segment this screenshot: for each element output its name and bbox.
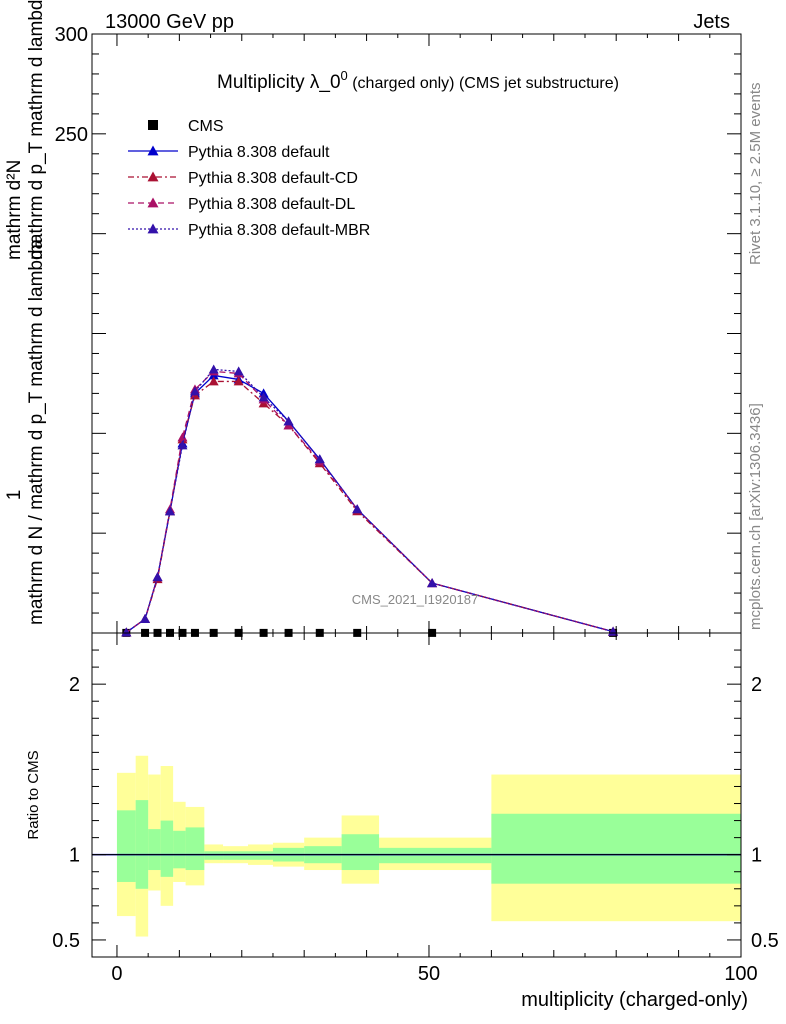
ratio-inner-band-7	[223, 851, 249, 860]
ratio-inner-band-0	[116, 810, 136, 882]
legend-entry-2: Pythia 8.308 default-CD	[128, 170, 358, 187]
legend-label: Pythia 8.308 default-MBR	[188, 222, 370, 239]
legend-marker	[148, 120, 158, 130]
series-4-point-8	[258, 392, 269, 402]
ylabel-sub: mathrm d²N	[4, 160, 25, 260]
legend: CMS Pythia 8.308 default Pythia 8.308 defa…	[128, 118, 370, 239]
ylabel-mid: mathrm d N / mathrm d p_T mathrm d lambd…	[26, 238, 47, 625]
series-4-point-11	[352, 504, 363, 514]
legend-marker	[147, 171, 159, 182]
x-tick-label: 100	[724, 963, 757, 985]
ratio-inner-band-13	[491, 813, 741, 884]
series-line-4	[125, 368, 614, 633]
legend-entry-4: Pythia 8.308 default-MBR	[128, 222, 370, 239]
ratio-y-tick-label-left: 2	[69, 674, 80, 696]
mcplots-label: mcplots.cern.ch [arXiv:1306.3436]	[747, 403, 764, 630]
legend-label: Pythia 8.308 default	[188, 144, 330, 161]
series-4-point-7	[233, 366, 244, 376]
legend-label: Pythia 8.308 default-CD	[188, 170, 358, 187]
ylabel-den: mathrm d p_T mathrm d lambda	[26, 0, 47, 260]
ratio-y-tick-label-left: 1	[69, 845, 80, 867]
legend-entry-1: Pythia 8.308 default	[128, 144, 330, 161]
series-4-point-3	[165, 506, 176, 516]
legend-label: Pythia 8.308 default-DL	[188, 196, 355, 213]
ratio-inner-band-8	[248, 851, 273, 860]
series-4-point-9	[283, 416, 294, 426]
series-3-point-4	[177, 432, 188, 442]
series-4-point-10	[314, 454, 325, 464]
ratio-inner-band-2	[148, 829, 161, 871]
ratio-y-tick-label-left: 0.5	[52, 930, 80, 952]
legend-label: CMS	[188, 118, 224, 135]
header-left: 13000 GeV pp	[105, 11, 234, 33]
legend-entry-3: Pythia 8.308 default-DL	[128, 196, 355, 213]
y-tick-label: 250	[55, 124, 88, 146]
x-tick-label: 50	[418, 963, 440, 985]
title-rest: (charged only) (CMS jet substructure)	[348, 75, 619, 92]
ratio-inner-band-5	[185, 827, 205, 871]
ratio-inner-band-12	[379, 847, 492, 864]
ratio-inner-band-3	[160, 820, 174, 877]
series-4-point-5	[189, 386, 200, 396]
legend-marker	[147, 145, 159, 156]
ratio-y-tick-label-right: 2	[751, 674, 762, 696]
ratio-inner-band-6	[204, 851, 224, 860]
legend-marker	[147, 197, 159, 208]
xlabel: multiplicity (charged-only)	[521, 989, 748, 1011]
ratio-bands	[92, 755, 741, 937]
series-4-point-4	[177, 440, 188, 450]
header-right: Jets	[693, 11, 730, 33]
ratio-y-tick-label-right: 0.5	[751, 930, 779, 952]
axes: 0 50 100 250 300 0.5 0.5 1 1 2 2	[52, 24, 779, 985]
series-4-point-12	[427, 578, 438, 588]
series-4-point-6	[208, 364, 219, 374]
title-main: Multiplicity λ_0	[217, 72, 341, 93]
series-2-point-6	[208, 376, 219, 386]
watermark: CMS_2021_I1920187	[352, 592, 479, 607]
rivet-label: Rivet 3.1.10, ≥ 2.5M events	[747, 83, 764, 266]
legend-entry-0: CMS	[148, 118, 224, 135]
series-4-point-2	[152, 572, 163, 582]
series-2-point-7	[233, 376, 244, 386]
ylabel-top: 1	[4, 490, 25, 501]
ratio-inner-band-1	[135, 800, 149, 889]
y-tick-label: 300	[55, 24, 88, 46]
series-4-point-0	[121, 627, 132, 637]
ratio-inner-band-4	[173, 830, 186, 869]
ratio-ylabel: Ratio to CMS	[25, 750, 42, 839]
title-sup: 0	[341, 68, 348, 83]
ratio-inner-band-11	[341, 834, 380, 871]
lower-frame	[91, 632, 742, 958]
chart-title: Multiplicity λ_00 (charged only) (CMS je…	[217, 68, 619, 93]
series-4-point-1	[140, 614, 151, 624]
legend-marker	[147, 223, 159, 234]
x-tick-label: 0	[111, 963, 122, 985]
series-line-2	[125, 380, 614, 633]
ratio-y-tick-label-right: 1	[751, 845, 762, 867]
